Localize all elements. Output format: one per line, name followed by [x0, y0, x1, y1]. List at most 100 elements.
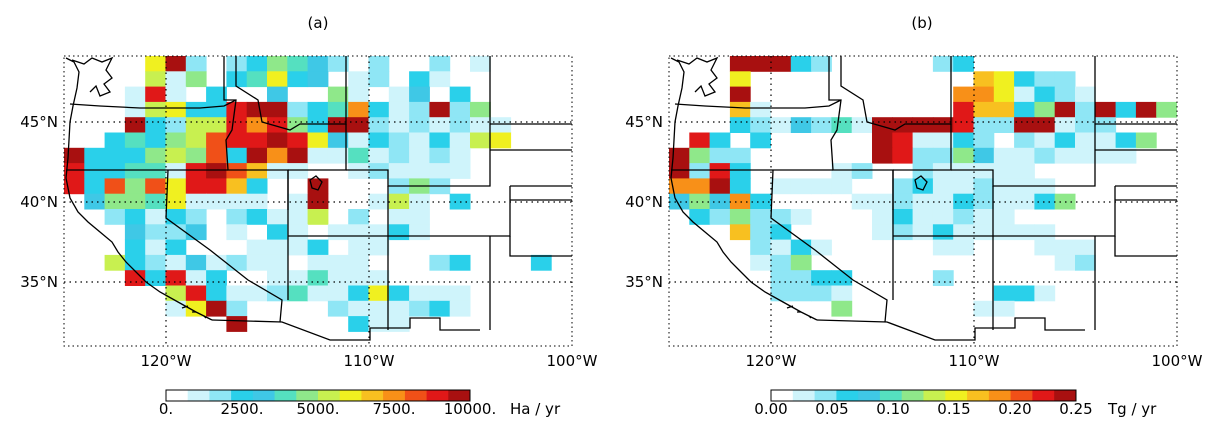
panel-b-cell: [993, 163, 1015, 179]
panel-a-cell: [145, 239, 166, 256]
panel-a-cell: [429, 254, 451, 271]
panel-a-cell: [267, 86, 288, 103]
panel-b-cell: [1135, 101, 1157, 118]
panel-b-cell: [770, 117, 792, 133]
panel-b-cell: [689, 178, 711, 195]
panel-a-cell: [348, 270, 369, 286]
panel-a-cell: [449, 285, 471, 302]
panel-b-cell: [770, 254, 792, 271]
panel-a-cell: [185, 71, 207, 88]
panel-a-cell: [185, 117, 207, 133]
panel-b-cell: [1014, 71, 1035, 88]
panel-a-cell: [246, 239, 268, 256]
panel-b-cell: [1095, 101, 1117, 118]
panel-a-cell: [226, 224, 248, 241]
panel-b-cell: [709, 132, 731, 149]
panel-a-cell: [348, 132, 369, 149]
colorbar-b-swatch: [814, 390, 837, 401]
panel-a-cell: [246, 209, 268, 225]
panel-b-cell: [953, 224, 974, 241]
panel-b-cell: [1034, 193, 1056, 210]
panel-b-cell: [729, 224, 751, 241]
panel-a-cell: [165, 71, 187, 88]
colorbar-a-swatch: [166, 390, 189, 401]
panel-b-cell: [851, 163, 873, 179]
panel-a-cell: [287, 224, 309, 241]
panel-a-cell: [206, 285, 227, 302]
panel-b-cell: [932, 147, 954, 164]
panel-a-cell: [124, 224, 146, 241]
panel-b-cell: [790, 117, 812, 133]
panel-a-cell: [307, 209, 329, 225]
colorbar-b-swatch: [1032, 390, 1055, 401]
panel-a-cell: [470, 101, 491, 118]
panel-a-cell: [226, 285, 248, 302]
colorbar-b-swatch: [967, 390, 990, 401]
panel-b-cell: [1156, 101, 1177, 118]
panel-a-cell: [388, 117, 410, 133]
panel-a-cell: [348, 117, 369, 133]
panel-b-cell: [669, 178, 690, 195]
panel-a-cell: [307, 56, 329, 72]
panel-b-cell: [689, 163, 711, 179]
panel-a-cell: [165, 209, 187, 225]
panel-a-cell: [287, 132, 309, 149]
panel-b-cell: [669, 147, 690, 164]
panel-b-cell: [770, 56, 792, 72]
panel-b-cell: [993, 101, 1015, 118]
panel-a-cell: [124, 101, 146, 118]
panel-b-cell: [953, 86, 974, 103]
panel-a-cell: [226, 147, 248, 164]
panel-a-cell: [165, 254, 187, 271]
panel-a-cell: [124, 132, 146, 149]
panel-b-cell: [750, 209, 771, 225]
panel-a-cell: [307, 285, 329, 302]
panel-a-cell: [409, 101, 430, 118]
panel-a-cell: [267, 117, 288, 133]
panel-a-cell: [226, 71, 248, 88]
panel-b-colorbar: [770, 389, 1077, 402]
panel-a-cell: [287, 101, 309, 118]
panel-a-cell: [124, 254, 146, 271]
panel-a-cell: [368, 316, 390, 332]
panel-a-cell: [307, 270, 329, 286]
panel-a-cell: [246, 56, 268, 72]
panel-b-cell: [1014, 285, 1035, 302]
panel-a-cell: [388, 86, 410, 103]
panel-a-cell: [206, 270, 227, 286]
panel-a-cell: [307, 101, 329, 118]
colorbar-a-swatch: [383, 390, 406, 401]
panel-b-cell: [790, 178, 812, 195]
panel-a-cell: [327, 300, 349, 317]
panel-b-cell: [912, 132, 934, 149]
panel-a-cell: [267, 163, 288, 179]
panel-a-cell: [64, 163, 85, 179]
panel-b-cell: [811, 178, 832, 195]
panel-a-cell: [348, 147, 369, 164]
panel-a-cell: [226, 117, 248, 133]
colorbar-b-swatch: [1054, 390, 1077, 401]
idaho-border: [223, 56, 289, 210]
panel-a-cell: [185, 270, 207, 286]
panel-a-title: (a): [308, 14, 329, 32]
panel-b-cell: [1075, 86, 1096, 103]
cbar-b-tick-4: 0.20: [998, 400, 1031, 418]
panel-b-cell: [790, 56, 812, 72]
panel-b-cell: [729, 101, 751, 118]
colorbar-a-outline: [165, 389, 471, 402]
panel-b-cell: [1095, 147, 1117, 164]
mt-id-border-b: [840, 56, 952, 131]
panel-a-cell: [145, 56, 166, 72]
panel-a-cell: [246, 101, 268, 118]
panel-a-cell: [307, 254, 329, 271]
panel-a-cell: [185, 56, 207, 72]
cbar-b-tick-3: 0.15: [937, 400, 970, 418]
panel-a-cell: [206, 117, 227, 133]
panel-b-cell: [932, 117, 954, 133]
panel-a-cell: [307, 239, 329, 256]
panel-b-cell: [669, 163, 690, 179]
panel-a-cell: [388, 224, 410, 241]
panel-a-cell: [206, 254, 227, 271]
nebraska-kansas-b: [1095, 123, 1177, 201]
panel-b-cell: [953, 239, 974, 256]
